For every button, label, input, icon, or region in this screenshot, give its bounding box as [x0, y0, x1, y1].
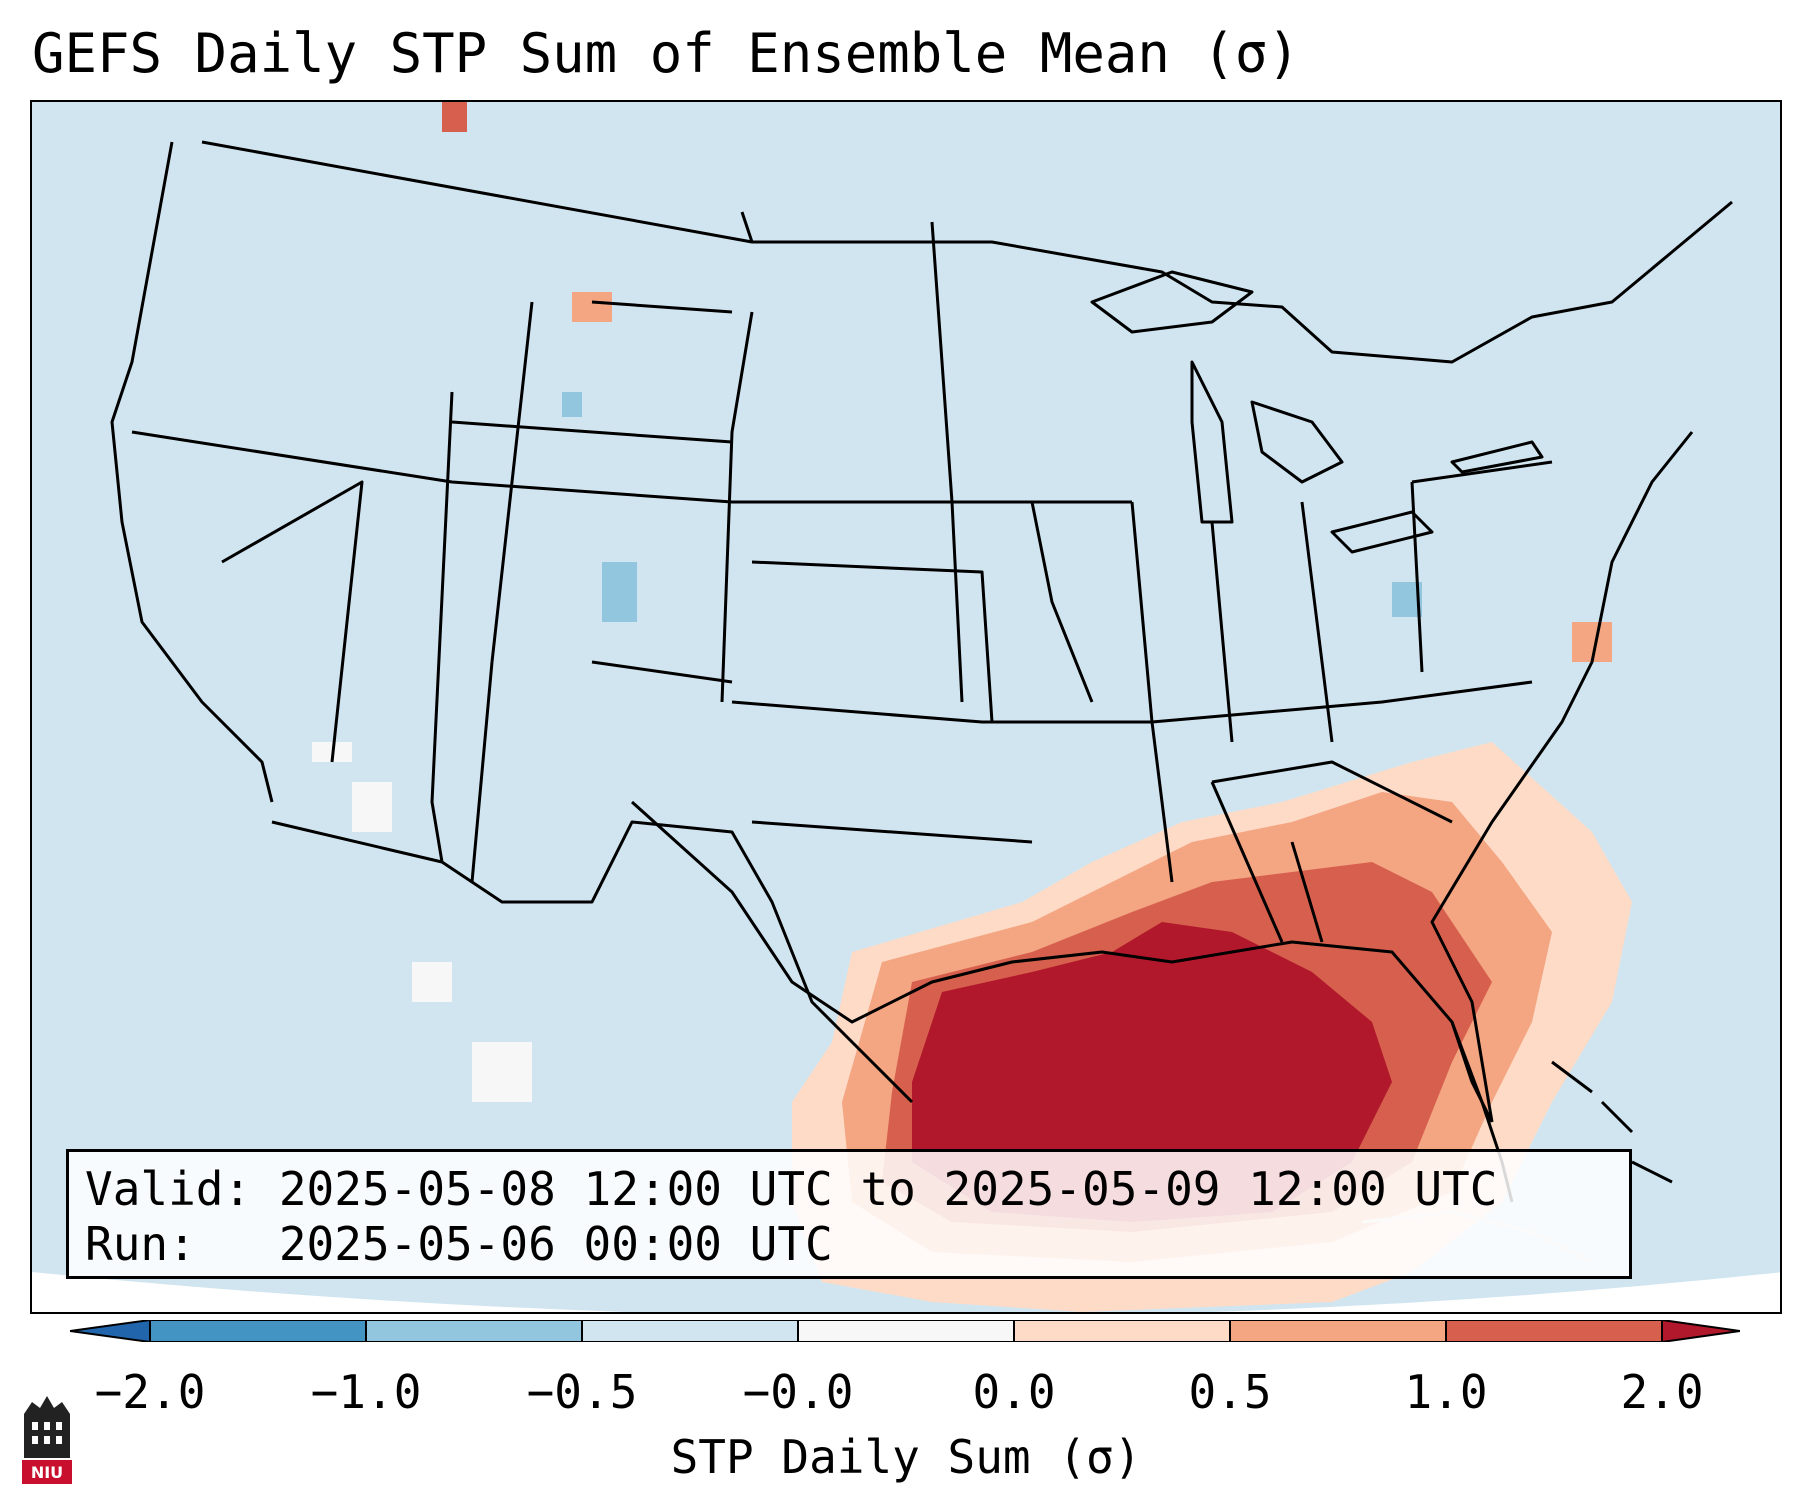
colorbar-over-arrow: [1662, 1320, 1740, 1342]
svg-text:NIU: NIU: [31, 1463, 63, 1482]
colorbar-segment-2: [366, 1320, 582, 1342]
stp-anomaly-field: [312, 102, 1632, 1312]
mexico-border: [271, 820, 914, 1104]
cell: [602, 562, 637, 622]
colorbar-segment-1: [150, 1320, 366, 1342]
pacific-coast: [110, 141, 274, 803]
colorbar-tick: 1.0: [1404, 1365, 1488, 1419]
colorbar-tick: 0.0: [972, 1365, 1056, 1419]
colorbar-tick: −2.0: [94, 1365, 206, 1419]
us-canada-border: [201, 140, 1733, 364]
cell: [412, 962, 452, 1002]
cell: [442, 102, 467, 132]
cell: [352, 782, 392, 832]
chart-title: GEFS Daily STP Sum of Ensemble Mean (σ): [32, 22, 1300, 85]
map-svg: [32, 102, 1780, 1312]
colorbar-segment-6: [1230, 1320, 1446, 1342]
colorbar: [70, 1320, 1740, 1342]
colorbar-segment-5: [1014, 1320, 1230, 1342]
cell: [572, 292, 612, 322]
colorbar-tick: −0.5: [526, 1365, 638, 1419]
cell: [562, 392, 582, 417]
bahamas: [1551, 1060, 1673, 1184]
colorbar-tick: −0.0: [742, 1365, 854, 1419]
colorbar-label: STP Daily Sum (σ): [670, 1430, 1142, 1484]
field-peak-pos: [912, 922, 1392, 1222]
cell: [472, 1042, 532, 1102]
valid-time: Valid: 2025-05-08 12:00 UTC to 2025-05-0…: [85, 1162, 1498, 1216]
colorbar-tick: −1.0: [310, 1365, 422, 1419]
atlantic-coast: [1430, 431, 1694, 1123]
niu-logo: NIU: [22, 1396, 72, 1484]
great-lakes: [1090, 270, 1544, 554]
colorbar-under-arrow: [70, 1320, 150, 1342]
map-panel: [30, 100, 1782, 1314]
colorbar-segment-4: [798, 1320, 1014, 1342]
run-time: Run: 2025-05-06 00:00 UTC: [85, 1217, 833, 1271]
validity-info-box: Valid: 2025-05-08 12:00 UTC to 2025-05-0…: [66, 1149, 1632, 1279]
colorbar-tick: 0.5: [1188, 1365, 1272, 1419]
projection-edge: [32, 1272, 1780, 1312]
colorbar-segment-7: [1446, 1320, 1662, 1342]
colorbar-segment-3: [582, 1320, 798, 1342]
colorbar-tick: 2.0: [1620, 1365, 1704, 1419]
